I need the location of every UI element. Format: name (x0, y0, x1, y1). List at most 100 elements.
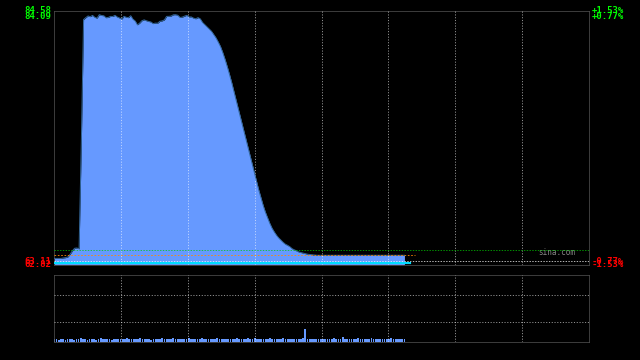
Bar (221, 339, 223, 342)
Bar (80, 338, 82, 342)
Bar (181, 339, 183, 342)
Bar (260, 339, 262, 342)
Bar (298, 339, 300, 342)
Bar (335, 339, 337, 342)
Bar (392, 339, 394, 342)
Text: 62.82: 62.82 (25, 260, 52, 269)
Bar (344, 339, 346, 342)
Bar (227, 339, 229, 342)
Bar (102, 339, 104, 342)
Bar (289, 339, 291, 342)
Bar (201, 338, 203, 342)
Bar (62, 339, 64, 342)
Bar (386, 339, 388, 342)
Bar (276, 339, 278, 342)
Bar (254, 338, 255, 342)
Bar (267, 339, 269, 342)
Bar (364, 339, 365, 342)
Bar (129, 339, 130, 342)
Bar (381, 339, 383, 342)
Bar (362, 339, 364, 342)
Bar (300, 339, 302, 342)
Bar (311, 339, 313, 342)
Text: 84.09: 84.09 (25, 12, 52, 21)
Bar (380, 339, 381, 342)
Bar (236, 338, 238, 342)
Bar (89, 339, 90, 342)
Bar (144, 339, 145, 342)
Bar (152, 339, 154, 342)
Bar (357, 338, 359, 342)
Bar (159, 339, 161, 342)
Bar (54, 339, 55, 342)
Bar (168, 339, 170, 342)
Bar (342, 337, 344, 342)
Bar (232, 339, 234, 342)
Bar (375, 339, 377, 342)
Bar (148, 339, 150, 342)
Bar (369, 339, 370, 342)
Bar (100, 338, 102, 342)
Bar (262, 339, 264, 342)
Bar (115, 339, 117, 342)
Bar (353, 339, 355, 342)
Bar (366, 339, 368, 342)
Bar (146, 339, 148, 342)
Bar (377, 339, 379, 342)
Bar (271, 339, 273, 342)
Bar (390, 338, 392, 342)
Bar (322, 339, 324, 342)
Bar (241, 339, 243, 342)
Bar (351, 339, 353, 342)
Bar (76, 339, 77, 342)
Bar (71, 339, 73, 342)
Bar (184, 339, 185, 342)
Bar (67, 339, 68, 342)
Bar (207, 339, 209, 342)
Bar (109, 339, 110, 342)
Bar (111, 340, 113, 342)
Bar (282, 338, 284, 342)
Bar (291, 339, 293, 342)
Bar (91, 339, 93, 342)
Bar (399, 339, 401, 342)
Bar (216, 338, 218, 342)
Bar (269, 338, 271, 342)
Bar (179, 339, 180, 342)
Bar (320, 339, 322, 342)
Bar (204, 339, 205, 342)
Bar (164, 339, 165, 342)
Bar (82, 339, 84, 342)
Bar (333, 338, 335, 342)
Bar (285, 339, 287, 342)
Bar (252, 339, 253, 342)
Bar (287, 339, 289, 342)
Bar (122, 339, 124, 342)
Bar (131, 339, 132, 342)
Bar (247, 338, 249, 342)
Bar (294, 339, 295, 342)
Bar (74, 340, 75, 342)
Bar (161, 338, 163, 342)
Bar (274, 339, 275, 342)
Bar (384, 339, 385, 342)
Bar (395, 339, 397, 342)
Bar (239, 339, 240, 342)
Bar (397, 339, 399, 342)
Bar (84, 339, 86, 342)
Bar (331, 339, 333, 342)
Bar (371, 338, 372, 342)
Bar (157, 339, 159, 342)
Bar (250, 339, 252, 342)
Bar (340, 339, 342, 342)
Bar (346, 339, 348, 342)
Bar (150, 340, 152, 342)
Bar (132, 339, 134, 342)
Bar (314, 339, 315, 342)
Bar (199, 339, 200, 342)
Bar (316, 339, 317, 342)
Bar (388, 339, 390, 342)
Bar (372, 339, 374, 342)
Bar (349, 339, 350, 342)
Bar (95, 340, 97, 342)
